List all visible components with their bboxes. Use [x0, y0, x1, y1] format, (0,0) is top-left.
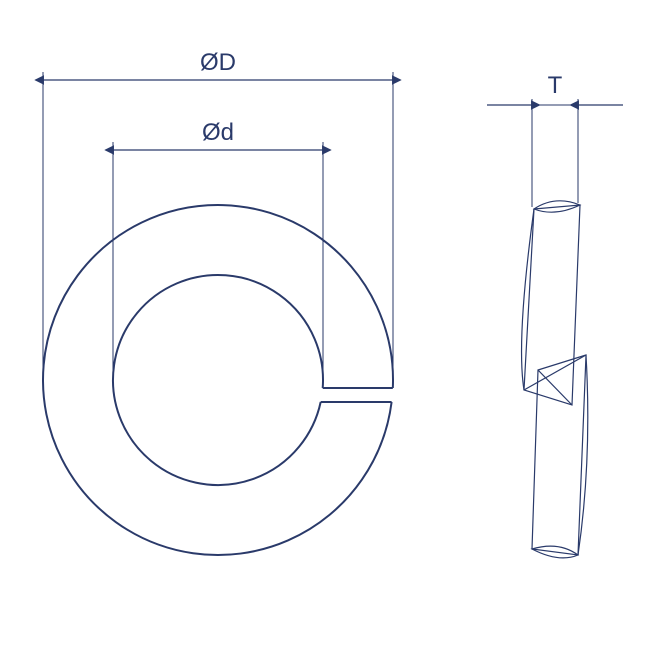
thickness-label: T	[548, 72, 563, 99]
inner-dia-label: Ød	[202, 119, 234, 146]
outer-dia-label: ØD	[200, 49, 236, 76]
